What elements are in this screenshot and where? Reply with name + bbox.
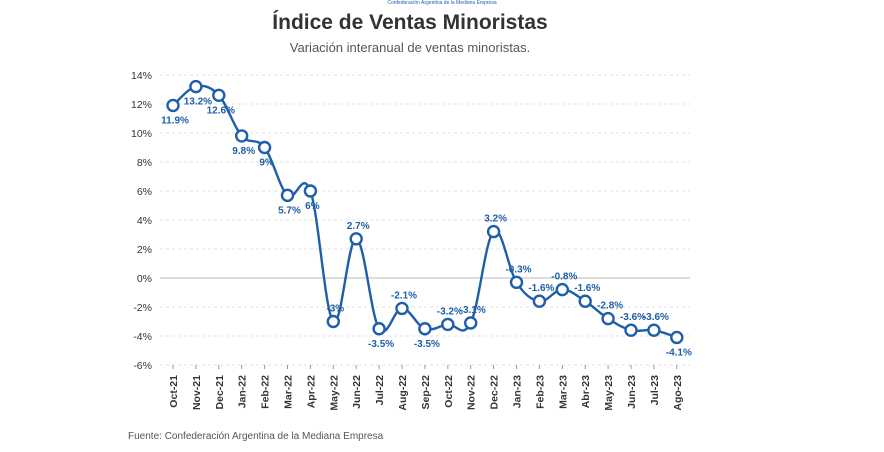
brand-text: Confederación Argentina de la Mediana Em… [387,0,497,6]
data-label: 9% [259,158,274,169]
y-tick-label: -6% [133,360,152,372]
x-axis-ticks: Oct-21 Nov-21 Dec-21 Jan-22 Feb-22 Mar-22 Apr-… [168,365,684,411]
data-point [326,314,340,329]
data-point [486,224,501,239]
data-label: 13.2% [184,97,212,108]
y-tick-label: 8% [137,157,152,169]
x-tick-label: Jun-23 [626,375,638,409]
data-label: -3.6% [643,312,669,323]
x-tick-label: Jun-22 [351,375,363,409]
data-point [670,330,684,345]
y-axis-ticks: 14% 12% 10% 8% 6% 4% 2% 0% -2% -4% -6% [131,70,152,372]
data-label: -1.6% [528,283,554,294]
y-tick-label: 6% [137,186,152,198]
data-label: -4.1% [666,347,692,358]
data-point [395,301,409,316]
data-point [418,322,432,336]
data-point [166,98,180,113]
x-tick-label: Nov-22 [466,375,478,410]
data-point [464,316,478,330]
data-point [647,323,661,337]
data-point [509,275,524,290]
data-point [578,294,592,308]
x-tick-label: Feb-23 [534,375,546,409]
data-label: -3.5% [414,339,440,350]
y-tick-label: -4% [133,331,152,343]
data-point [349,232,363,246]
data-label: -0.3% [505,264,531,275]
data-label: -3.1% [460,305,486,316]
data-point [303,184,318,198]
x-tick-label: Mar-22 [283,375,295,409]
x-tick-label: Oct-22 [443,375,455,408]
x-tick-label: Jan-22 [237,375,249,408]
data-label: -2.1% [391,290,417,301]
chart-subtitle: Variación interanual de ventas minorista… [289,40,531,55]
x-tick-label: Oct-21 [168,375,180,408]
data-label: 2.7% [347,221,370,232]
x-tick-label: Jul-23 [649,375,661,406]
y-tick-label: 14% [131,70,152,82]
data-label: -3.2% [437,306,463,317]
y-tick-label: 0% [137,273,152,285]
data-label: 3.2% [484,214,507,225]
y-tick-label: -2% [133,302,152,314]
x-tick-label: Aug-22 [397,375,409,411]
data-point [372,322,386,336]
x-tick-label: Apr-22 [305,375,317,408]
data-point [441,317,455,332]
data-label: -3.5% [368,339,394,350]
data-label: 5.7% [278,205,301,216]
data-point [555,282,569,297]
data-label: -3.6% [620,312,646,323]
x-tick-label: Jul-22 [374,375,386,406]
data-point [532,294,547,308]
data-point [234,129,249,143]
data-label: -2.8% [597,301,623,312]
data-label: 12.6% [207,105,235,116]
x-tick-label: May-22 [328,375,340,411]
data-label: -3% [326,304,344,315]
data-point [212,88,226,103]
x-tick-label: Dec-22 [489,375,501,410]
y-tick-label: 12% [131,99,152,111]
data-label: 11.9% [161,115,189,126]
data-point [601,311,615,326]
data-point [624,323,638,337]
data-labels: 11.9% 13.2%12.6% 9.8% 9% 5.7% 6% -3% 2.7% -3.5% -… [161,97,692,359]
y-tick-label: 10% [131,128,152,140]
x-tick-label: Mar-23 [557,375,569,409]
data-point [257,140,272,155]
x-tick-label: May-23 [603,375,615,411]
data-label: 9.8% [232,146,255,157]
x-tick-label: Abr-23 [580,375,592,408]
y-tick-label: 4% [137,215,152,227]
data-label: -1.6% [574,283,600,294]
y-tick-label: 2% [137,244,152,256]
x-tick-label: Sep-22 [420,375,432,410]
data-label: -0.8% [551,272,577,283]
x-tick-label: Dec-21 [214,375,226,410]
x-tick-label: Feb-22 [260,375,272,409]
series-markers [166,79,684,345]
data-point [280,188,295,203]
x-tick-label: Nov-21 [191,375,203,410]
data-point [189,79,203,94]
chart-title: Índice de Ventas Minoristas [272,11,548,34]
source-note: Fuente: Confederación Argentina de la Me… [128,431,384,442]
x-tick-label: Ago-23 [672,375,684,411]
data-label: 6% [305,201,320,212]
x-tick-label: Jan-23 [512,375,524,408]
